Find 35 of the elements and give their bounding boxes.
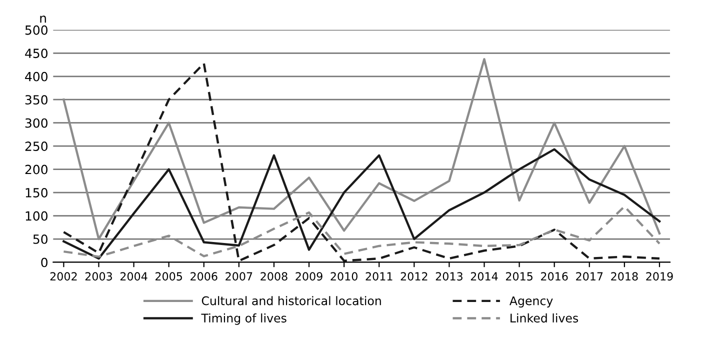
x-tick-label: 2016 bbox=[541, 272, 568, 281]
y-tick-label: 100 bbox=[26, 211, 48, 221]
legend-label: Linked lives bbox=[510, 313, 578, 323]
x-tick-label: 2014 bbox=[470, 272, 498, 281]
x-tick-label: 2007 bbox=[226, 272, 252, 281]
x-tick-label: 2005 bbox=[156, 272, 182, 281]
y-tick-label: 200 bbox=[25, 164, 48, 174]
x-tick-label: 2008 bbox=[260, 272, 288, 281]
y-tick-label: 0 bbox=[41, 258, 48, 268]
x-tick-label: 2006 bbox=[190, 272, 218, 281]
y-tick-label: 50 bbox=[33, 234, 48, 244]
y-tick-label: 350 bbox=[25, 95, 48, 105]
y-tick-label: 250 bbox=[25, 142, 48, 152]
x-tick-label: 2002 bbox=[50, 272, 77, 281]
y-tick-label: 500 bbox=[25, 25, 48, 35]
y-axis-title: n bbox=[40, 16, 46, 23]
x-tick-label: 2011 bbox=[366, 272, 392, 281]
legend-label: Timing of lives bbox=[201, 313, 286, 325]
y-tick-label: 400 bbox=[25, 72, 48, 82]
x-tick-label: 2012 bbox=[400, 272, 428, 281]
legend-label: Cultural and historical location bbox=[202, 296, 381, 306]
y-tick-label: 450 bbox=[25, 48, 48, 58]
x-tick-label: 2003 bbox=[85, 272, 112, 281]
y-tick-label: 300 bbox=[25, 118, 48, 128]
x-tick-label: 2004 bbox=[120, 272, 148, 281]
legend-label: Agency bbox=[510, 296, 553, 308]
x-tick-label: 2017 bbox=[576, 272, 603, 281]
x-tick-label: 2019 bbox=[646, 272, 673, 281]
y-tick-label: 150 bbox=[26, 188, 48, 198]
x-tick-label: 2015 bbox=[506, 272, 532, 281]
x-tick-label: 2009 bbox=[296, 272, 322, 281]
x-tick-label: 2013 bbox=[436, 272, 462, 281]
x-tick-label: 2010 bbox=[330, 272, 358, 281]
x-tick-label: 2018 bbox=[611, 272, 638, 281]
line-series bbox=[62, 205, 661, 258]
